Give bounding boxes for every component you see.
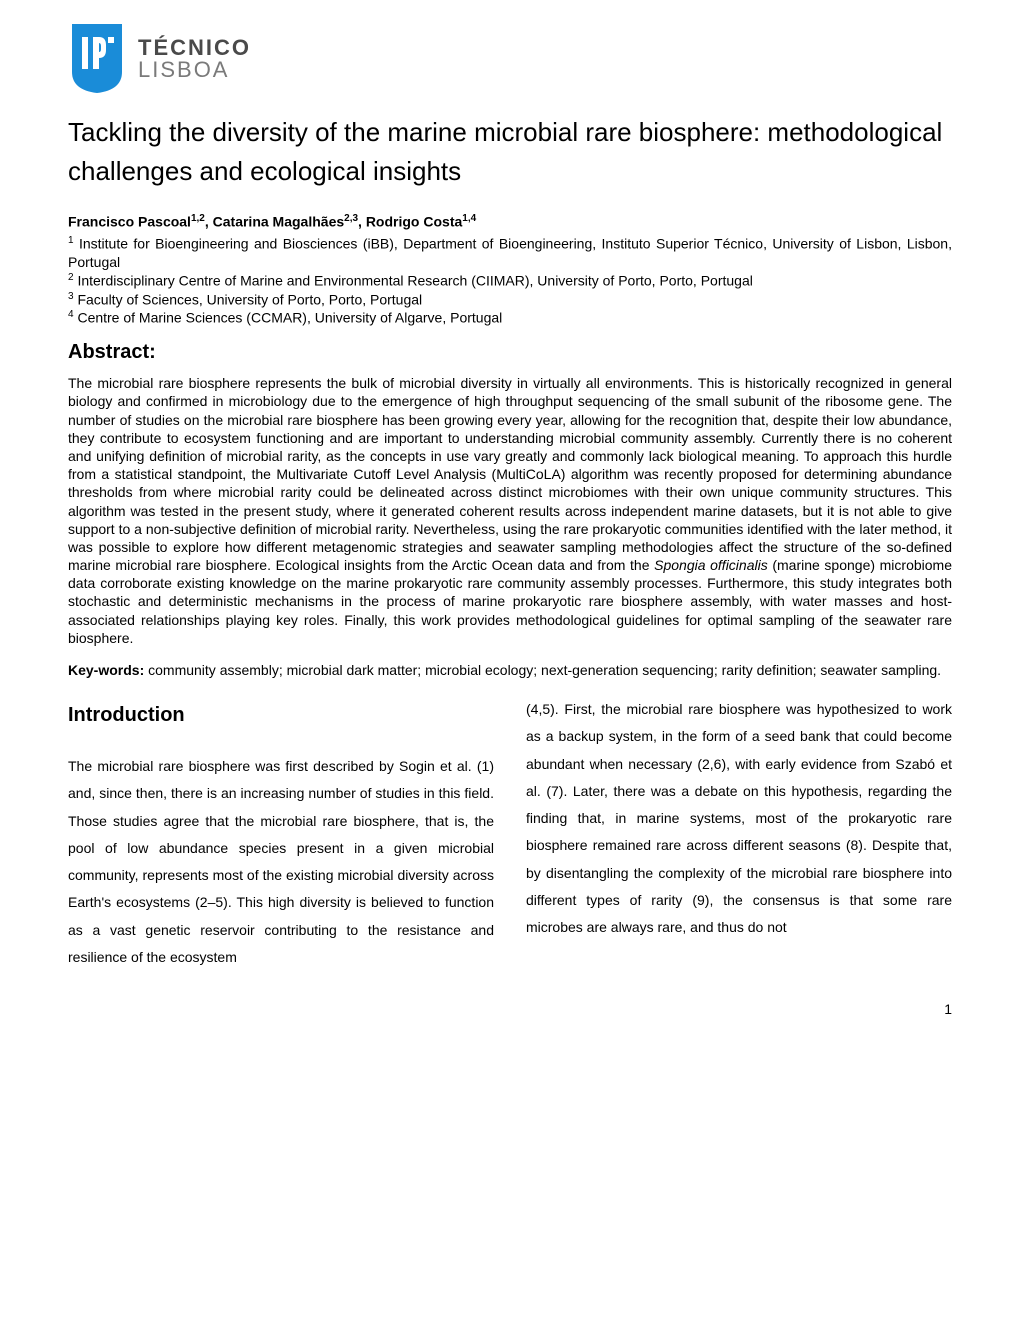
keywords-line: Key-words: community assembly; microbial… (68, 661, 952, 680)
logo-line-1: TÉCNICO (138, 37, 251, 59)
shield-icon (68, 22, 126, 95)
abstract-heading: Abstract: (68, 341, 952, 364)
paper-title: Tackling the diversity of the marine mic… (68, 113, 952, 191)
institution-logo: TÉCNICO LISBOA (68, 22, 952, 95)
introduction-heading: Introduction (68, 696, 494, 735)
affiliation-line: 2 Interdisciplinary Centre of Marine and… (68, 271, 952, 290)
keywords-label: Key-words: (68, 662, 144, 678)
intro-text-left: The microbial rare biosphere was first d… (68, 753, 494, 971)
intro-column-left: Introduction The microbial rare biospher… (68, 696, 494, 971)
abstract-body: The microbial rare biosphere represents … (68, 374, 952, 647)
affiliations-block: 1 Institute for Bioengineering and Biosc… (68, 234, 952, 328)
logo-line-2: LISBOA (138, 59, 251, 81)
logo-text: TÉCNICO LISBOA (138, 37, 251, 81)
affiliation-line: 3 Faculty of Sciences, University of Por… (68, 290, 952, 309)
intro-text-right: (4,5). First, the microbial rare biosphe… (526, 696, 952, 942)
affiliation-line: 1 Institute for Bioengineering and Biosc… (68, 234, 952, 271)
intro-columns: Introduction The microbial rare biospher… (68, 696, 952, 971)
intro-column-right: (4,5). First, the microbial rare biosphe… (526, 696, 952, 971)
page-number: 1 (68, 1001, 952, 1017)
affiliation-line: 4 Centre of Marine Sciences (CCMAR), Uni… (68, 308, 952, 327)
authors-line: Francisco Pascoal1,2, Catarina Magalhães… (68, 213, 952, 230)
keywords-text: community assembly; microbial dark matte… (144, 662, 941, 678)
